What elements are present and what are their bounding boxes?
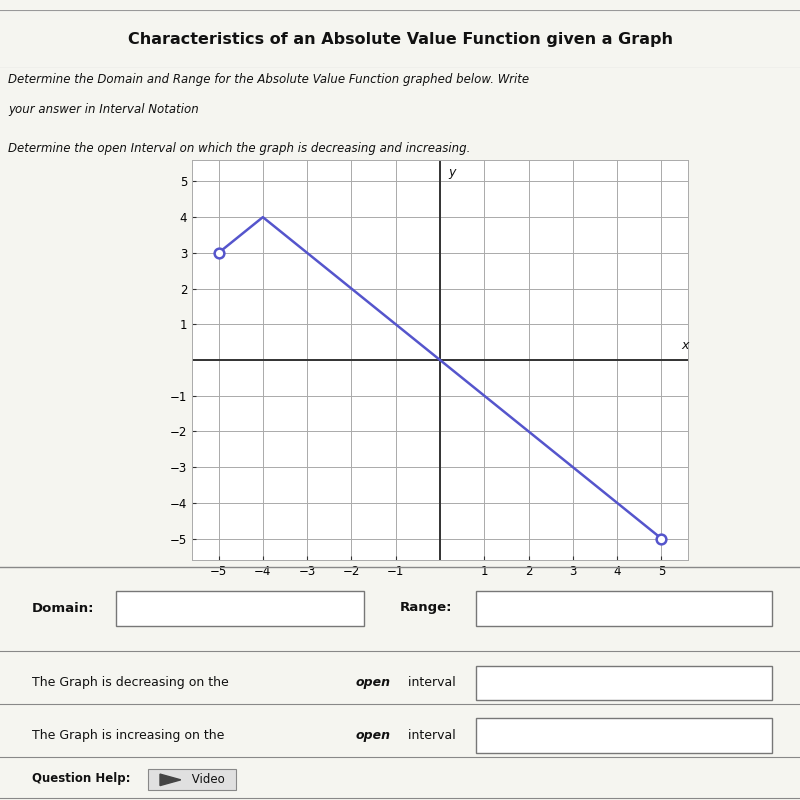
Text: Characteristics of an Absolute Value Function given a Graph: Characteristics of an Absolute Value Fun… bbox=[127, 32, 673, 46]
Polygon shape bbox=[160, 774, 181, 786]
FancyBboxPatch shape bbox=[116, 591, 364, 626]
Text: x: x bbox=[682, 339, 689, 352]
Text: Video: Video bbox=[188, 773, 225, 786]
Text: interval: interval bbox=[404, 729, 456, 742]
FancyBboxPatch shape bbox=[148, 769, 236, 790]
Text: Range:: Range: bbox=[400, 602, 453, 614]
FancyBboxPatch shape bbox=[476, 591, 772, 626]
Text: The Graph is increasing on the: The Graph is increasing on the bbox=[32, 729, 228, 742]
Text: open: open bbox=[356, 729, 391, 742]
Text: Question Help:: Question Help: bbox=[32, 772, 130, 785]
FancyBboxPatch shape bbox=[476, 718, 772, 754]
Text: your answer in Interval Notation: your answer in Interval Notation bbox=[8, 103, 198, 116]
Text: interval: interval bbox=[404, 676, 456, 689]
Text: Determine the open Interval on which the graph is decreasing and increasing.: Determine the open Interval on which the… bbox=[8, 142, 470, 154]
Text: y: y bbox=[448, 166, 455, 179]
FancyBboxPatch shape bbox=[476, 666, 772, 701]
Text: The Graph is decreasing on the: The Graph is decreasing on the bbox=[32, 676, 233, 689]
Text: open: open bbox=[356, 676, 391, 689]
Text: Domain:: Domain: bbox=[32, 602, 94, 614]
Text: Determine the Domain and Range for the Absolute Value Function graphed below. Wr: Determine the Domain and Range for the A… bbox=[8, 73, 529, 86]
